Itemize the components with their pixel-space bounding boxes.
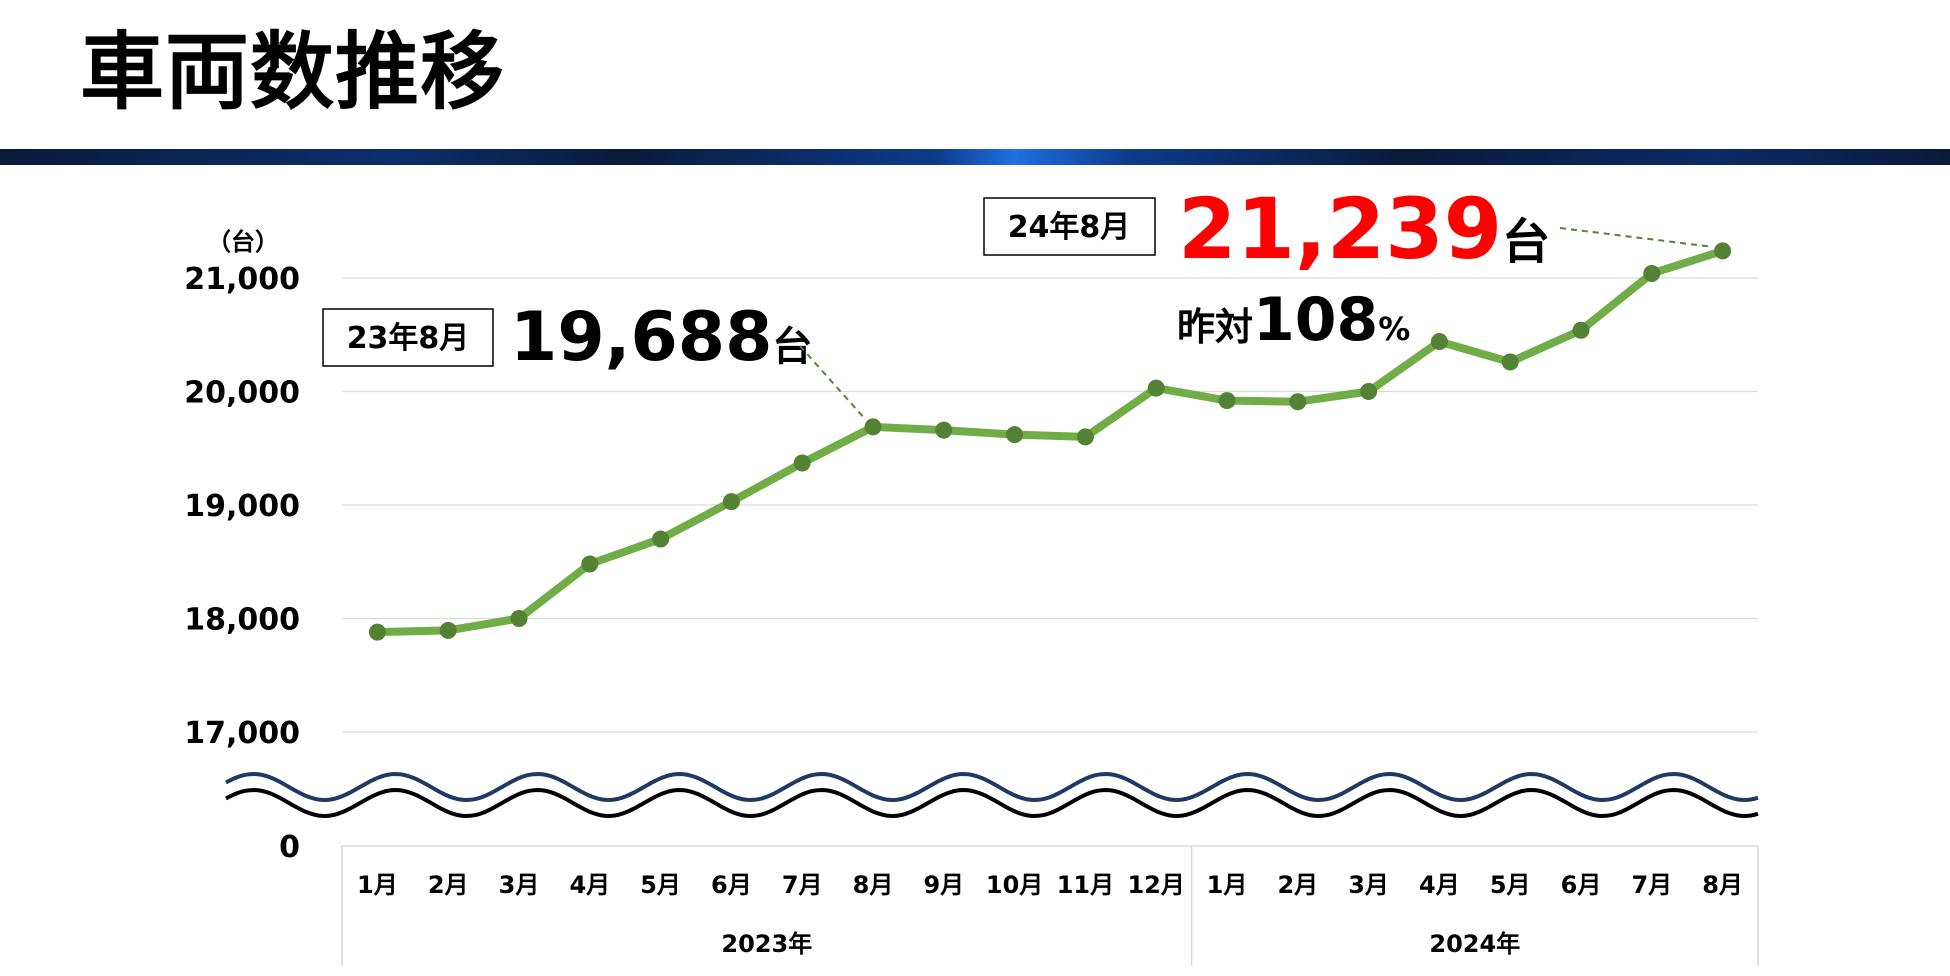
annotation-box [322,308,494,367]
data-point [1501,353,1519,371]
x-tick-label: 12月 [1127,871,1184,899]
data-points [368,242,1732,641]
data-point [439,621,457,639]
x-group-label: 2023年 [721,930,812,958]
annotation-leader-line [799,345,866,420]
x-tick-label: 7月 [782,871,823,899]
x-tick-label: 6月 [711,871,752,899]
data-point [1006,426,1024,444]
data-point [1076,428,1094,446]
x-group-label: 2024年 [1429,930,1520,958]
data-point [1289,393,1307,411]
data-point [1714,242,1732,260]
x-tick-label: 2月 [428,871,469,899]
header-divider-band [0,149,1950,165]
x-tick-label: 10月 [986,871,1043,899]
y-tick-label: 18,000 [184,603,300,638]
annotation-value-unit: 台 [1502,214,1550,270]
data-point [581,555,599,573]
x-tick-label: 8月 [1702,871,1743,899]
yoy-text: 昨対 [1177,305,1253,349]
x-tick-label: 3月 [499,871,540,899]
annotation-value: 21,239台 [1178,180,1550,278]
annotation-value-number: 19,688 [510,298,772,377]
annotation-box-label: 23年8月 [347,321,470,356]
annotation-2023-aug: 23年8月 19,688台 [322,298,866,420]
data-point [1147,379,1165,397]
x-tick-label: 8月 [853,871,894,899]
x-tick-label: 4月 [1419,871,1460,899]
x-tick-label: 4月 [569,871,610,899]
x-tick-label: 2月 [1277,871,1318,899]
break-wave [225,787,1759,819]
data-point [510,610,528,627]
annotation-value-unit: 台 [772,324,812,370]
series-line-path [373,246,1727,637]
gridlines [342,277,1758,733]
annotation-value-number: 21,239 [1178,180,1502,278]
x-tick-label: 5月 [640,871,681,899]
data-point [722,493,740,511]
x-tick-label: 11月 [1057,871,1114,899]
x-tick-label: 3月 [1348,871,1389,899]
x-tick-label: 5月 [1490,871,1531,899]
annotation-value: 19,688台 [510,298,812,377]
axis-break-waves [225,770,1760,820]
break-wave [225,771,1759,803]
x-tick-label: 1月 [357,871,398,899]
axis-labels: 21,000 20,000 19,000 18,000 17,000 0 2023年 2024… [184,262,1743,958]
annotation-leader-line [1559,227,1713,248]
series-line [373,246,1727,637]
y-tick-label: 19,000 [184,489,300,524]
annotation-box [983,197,1156,256]
data-point [368,623,386,641]
axes [341,845,1759,966]
data-point [864,418,882,436]
y-tick-label: 20,000 [184,376,300,411]
data-point [1360,383,1378,400]
data-point [793,454,811,472]
data-point [935,421,953,439]
annotation-2024-aug: 24年8月 21,239台 昨対108% [983,180,1713,355]
x-tick-label: 1月 [1207,871,1248,899]
data-point [1572,321,1590,339]
data-point [1643,264,1661,282]
data-point [1218,392,1236,410]
y-tick-label: 21,000 [184,262,300,297]
yoy-label: 昨対108% [1177,285,1410,355]
y-axis-unit-label: （台） [207,228,279,256]
page-title: 車両数推移 [80,23,506,121]
x-tick-label: 6月 [1561,871,1602,899]
x-tick-label: 9月 [923,871,964,899]
annotation-box-label: 24年8月 [1008,210,1131,245]
data-point [652,530,670,548]
yoy-unit: % [1378,310,1410,348]
data-point [1430,333,1448,351]
y-tick-label: 0 [279,830,300,865]
y-tick-label: 17,000 [184,716,300,751]
x-tick-label: 7月 [1631,871,1672,899]
yoy-value: 108 [1253,285,1378,355]
